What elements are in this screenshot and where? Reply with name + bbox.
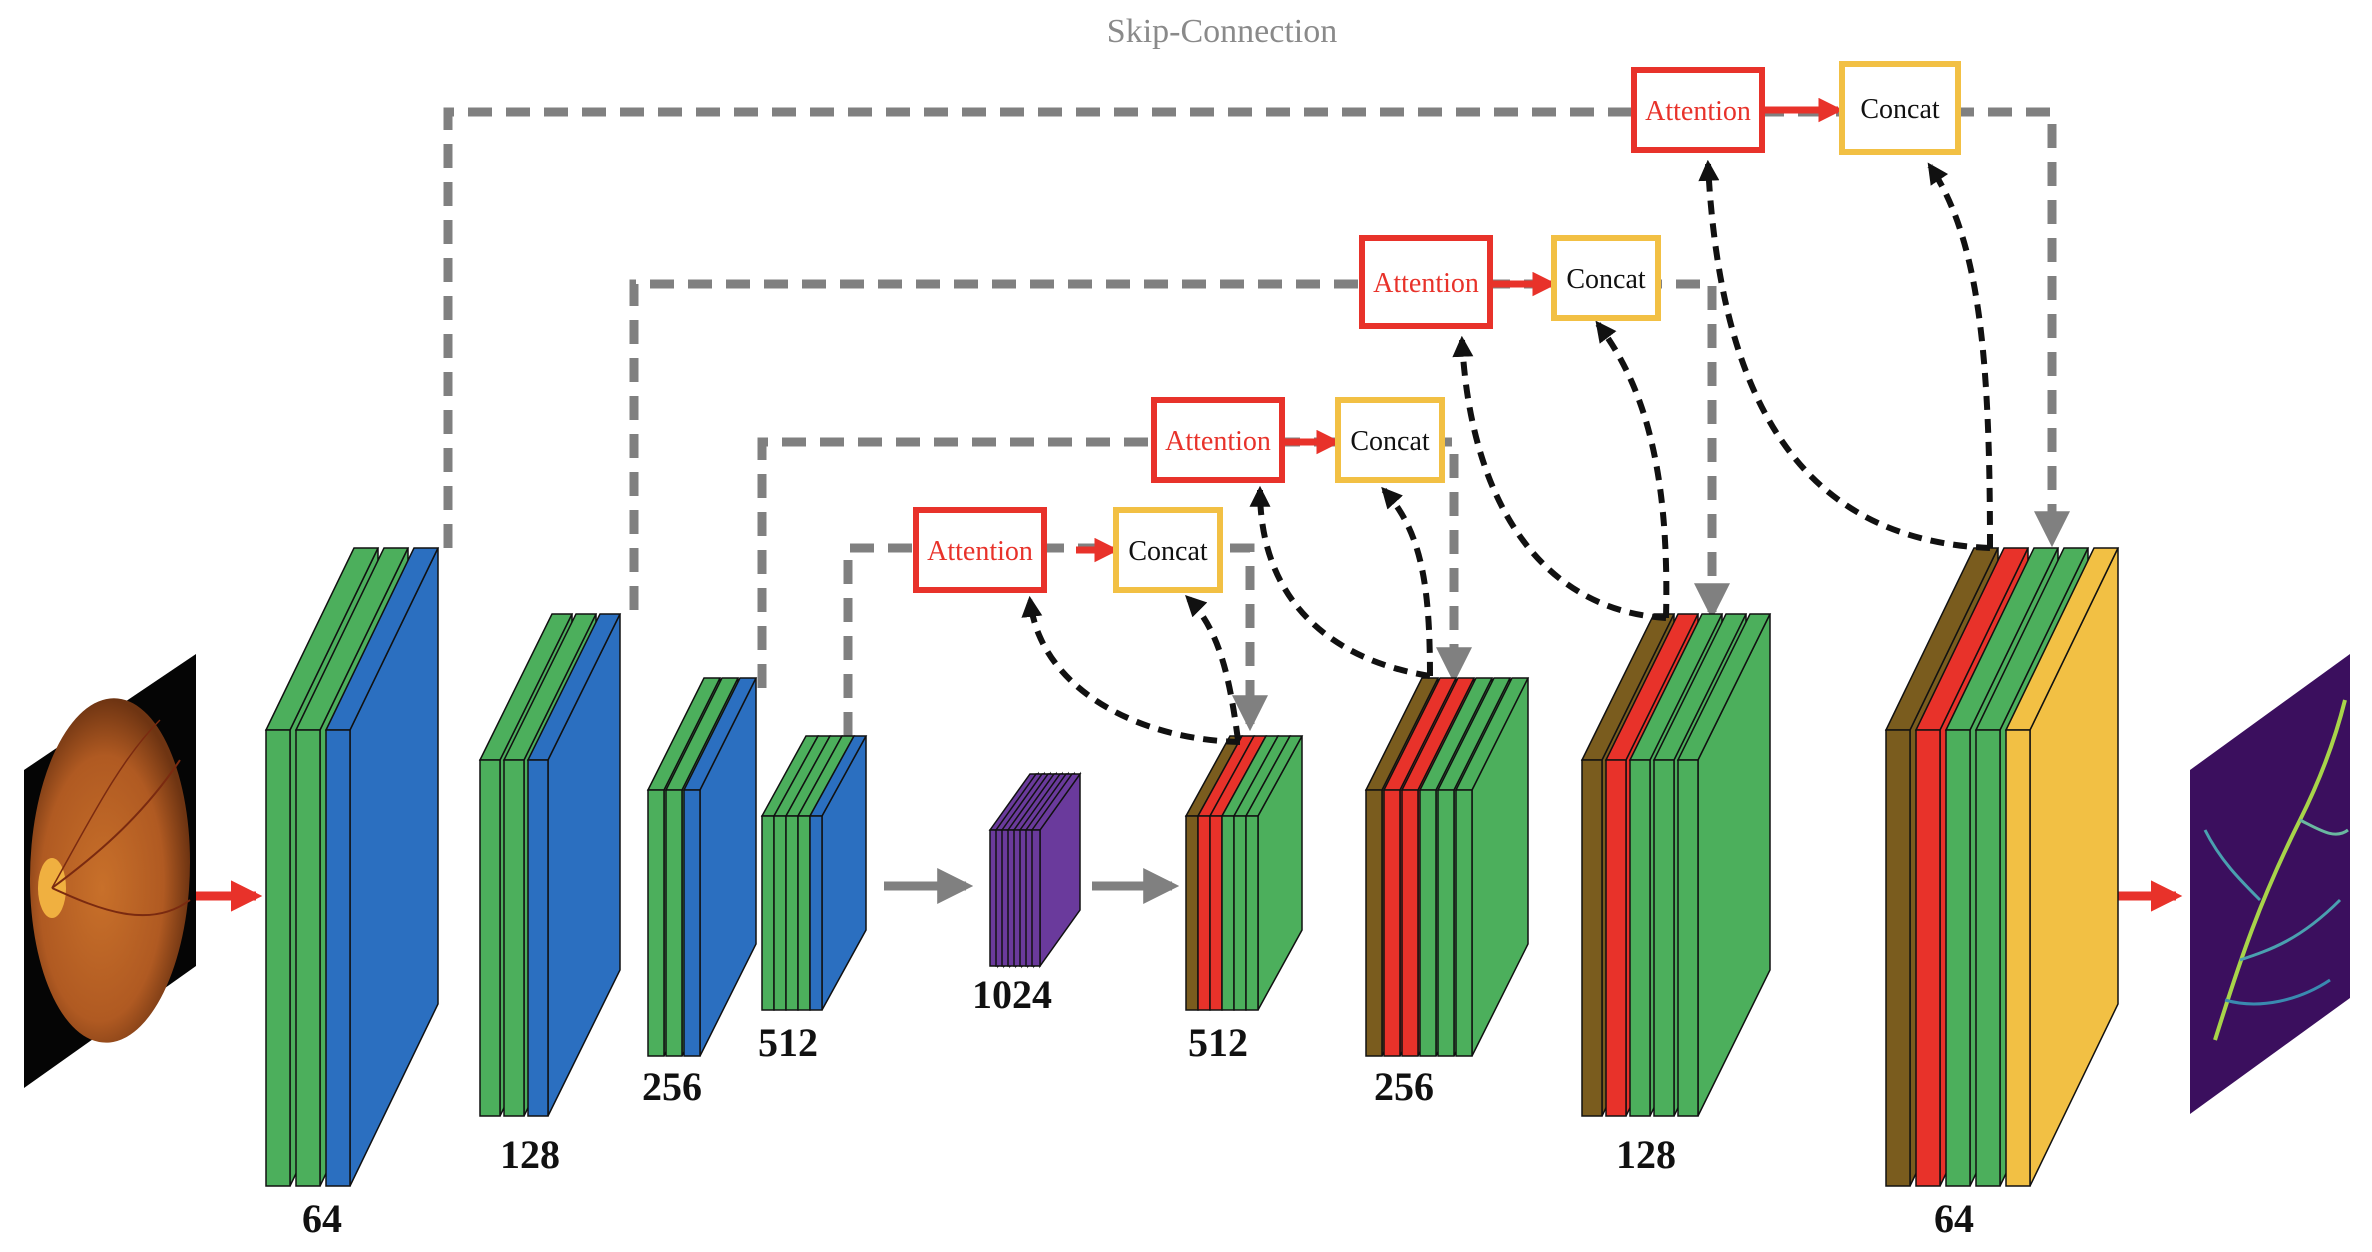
attention-gate-4-label: Attention (1645, 96, 1751, 127)
attention-gate-3-label: Attention (1373, 268, 1479, 299)
bottleneck-label-1024: 1024 (972, 972, 1052, 1017)
decoder-block-64-slab-5 (2004, 547, 2120, 1187)
encoder-block-128-slab-3 (526, 613, 622, 1117)
concat-block-1: Concat (1113, 507, 1223, 593)
encoder-label-256: 256 (642, 1064, 702, 1109)
decoder-block-64 (1884, 547, 2120, 1187)
channel-labels: 64 128 256 512 1024 512 256 128 64 (302, 972, 1974, 1241)
output-image (2190, 654, 2350, 1114)
attention-gates: Attention Attention Attention Attention (913, 67, 1765, 593)
skip-connections (443, 107, 2070, 736)
decoder-block-128 (1580, 613, 1772, 1117)
decoder-label-256: 256 (1374, 1064, 1434, 1109)
gating-to-concat-4 (1927, 162, 1993, 549)
gating-to-attention-1 (1021, 595, 1241, 745)
skip-connection-256 (757, 437, 1472, 688)
concat-block-2-label: Concat (1350, 426, 1430, 457)
decoder-block-256-slab-6 (1454, 677, 1530, 1057)
encoder-label-128: 128 (500, 1132, 560, 1177)
gating-to-attention-3 (1452, 335, 1667, 621)
attention-gate-2: Attention (1151, 397, 1285, 483)
attention-gate-3: Attention (1359, 235, 1493, 329)
encoder-block-128 (478, 613, 622, 1117)
gating-to-concat-1 (1185, 595, 1241, 741)
attention-gate-4: Attention (1631, 67, 1765, 153)
concat-block-4: Concat (1839, 61, 1961, 155)
decoder-block-512-slab-6 (1244, 735, 1304, 1011)
gating-to-attention-4 (1698, 159, 1991, 551)
skip-connection-title: Skip-Connection (1107, 13, 1337, 50)
attention-to-concat-arrows (1076, 97, 1843, 563)
gating-to-concat-2 (1381, 486, 1433, 677)
decoder-label-128: 128 (1616, 1132, 1676, 1177)
encoder-block-64-slab-3 (324, 547, 440, 1187)
bottleneck-block-1024-slab-8 (1030, 771, 1082, 969)
decoder-block-512 (1184, 735, 1304, 1011)
decoder-block-256 (1364, 677, 1530, 1057)
attention-gate-1-label: Attention (927, 536, 1033, 567)
encoder-block-256-slab-3 (682, 677, 758, 1057)
concat-block-4-label: Concat (1860, 94, 1940, 125)
concat-blocks: Concat Concat Concat Concat (1113, 61, 1961, 593)
decoder-block-128-slab-5 (1676, 613, 1772, 1117)
decoder-label-512: 512 (1188, 1020, 1248, 1065)
encoder-block-64 (264, 547, 440, 1187)
input-image (24, 654, 196, 1088)
skip-connection-512 (843, 543, 1268, 736)
attention-gate-2-label: Attention (1165, 426, 1271, 457)
concat-block-3: Concat (1551, 235, 1661, 321)
gating-to-concat-3 (1595, 320, 1670, 619)
skip-connection-64 (443, 107, 2070, 548)
concat-block-1-label: Concat (1128, 536, 1208, 567)
layer-blocks (264, 547, 2120, 1187)
encoder-label-64: 64 (302, 1196, 342, 1241)
encoder-label-512: 512 (758, 1020, 818, 1065)
gating-signals (1021, 159, 1993, 745)
concat-block-3-label: Concat (1566, 264, 1646, 295)
bottleneck-block-1024 (988, 771, 1082, 969)
concat-block-2: Concat (1335, 397, 1445, 483)
encoder-block-512 (760, 735, 868, 1011)
skip-connection-128 (629, 279, 1730, 620)
encoder-block-256 (646, 677, 758, 1057)
decoder-label-64: 64 (1934, 1196, 1974, 1241)
gating-to-attention-2 (1249, 485, 1431, 679)
encoder-block-512-slab-5 (808, 735, 868, 1011)
attention-gate-1: Attention (913, 507, 1047, 593)
